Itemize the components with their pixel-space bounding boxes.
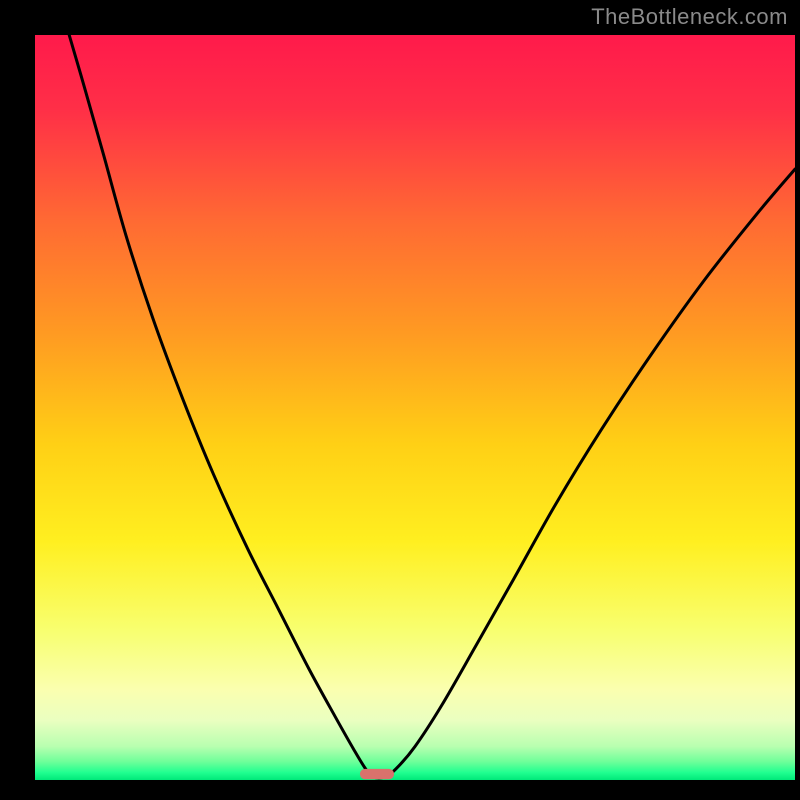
chart-stage: TheBottleneck.com — [0, 0, 800, 800]
optimum-marker — [360, 769, 394, 779]
bottleneck-chart — [0, 0, 800, 800]
watermark-text: TheBottleneck.com — [591, 4, 788, 30]
plot-area — [35, 35, 795, 780]
